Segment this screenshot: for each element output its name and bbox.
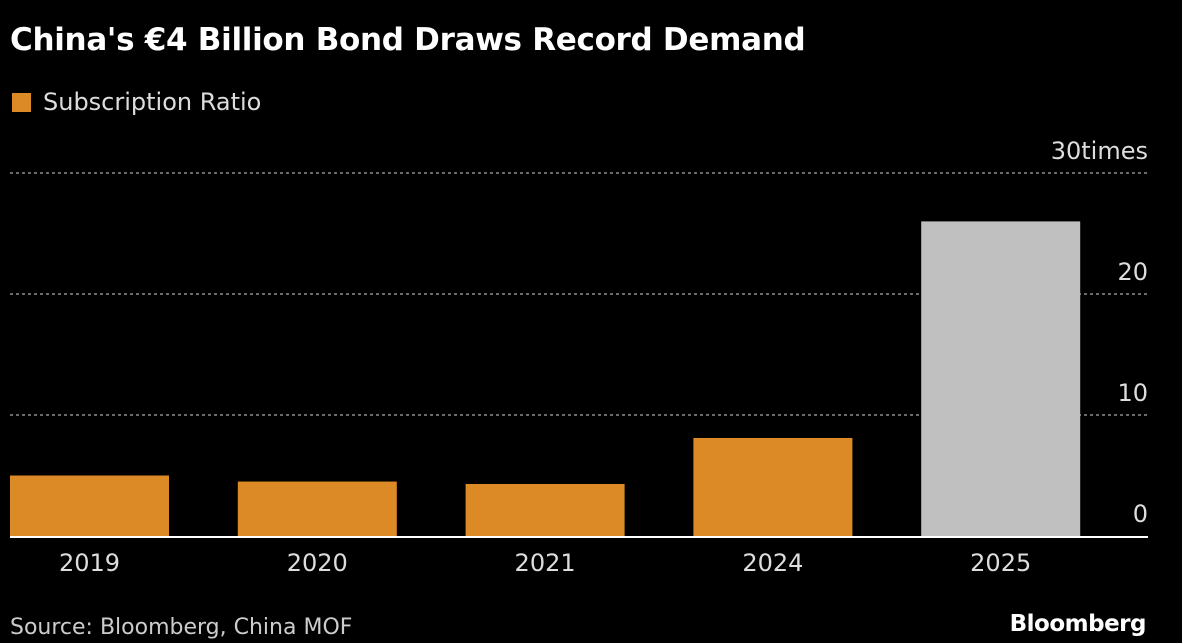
x-tick-label: 2024 xyxy=(742,549,803,577)
legend-label: Subscription Ratio xyxy=(43,88,262,116)
bar-2024 xyxy=(693,437,853,536)
bar-2021 xyxy=(465,483,625,536)
bar-2025 xyxy=(921,221,1081,536)
bloomberg-logo: Bloomberg xyxy=(1009,611,1147,637)
legend: Subscription Ratio xyxy=(12,88,261,116)
y-tick-label: 10 xyxy=(1117,379,1148,407)
y-tick-label: 20 xyxy=(1117,258,1148,286)
y-tick-label: 0 xyxy=(1133,500,1148,528)
chart-title: China's €4 Billion Bond Draws Record Dem… xyxy=(10,22,806,58)
x-tick-label: 2021 xyxy=(515,549,576,577)
bar-2020 xyxy=(237,481,397,536)
source-note: Source: Bloomberg, China MOF xyxy=(10,615,353,640)
x-tick-label: 2025 xyxy=(970,549,1031,577)
bar-2019 xyxy=(10,475,169,536)
x-tick-label: 2019 xyxy=(59,549,120,577)
y-tick-label: 30times xyxy=(1051,137,1148,165)
legend-swatch xyxy=(12,92,31,112)
x-tick-label: 2020 xyxy=(287,549,348,577)
